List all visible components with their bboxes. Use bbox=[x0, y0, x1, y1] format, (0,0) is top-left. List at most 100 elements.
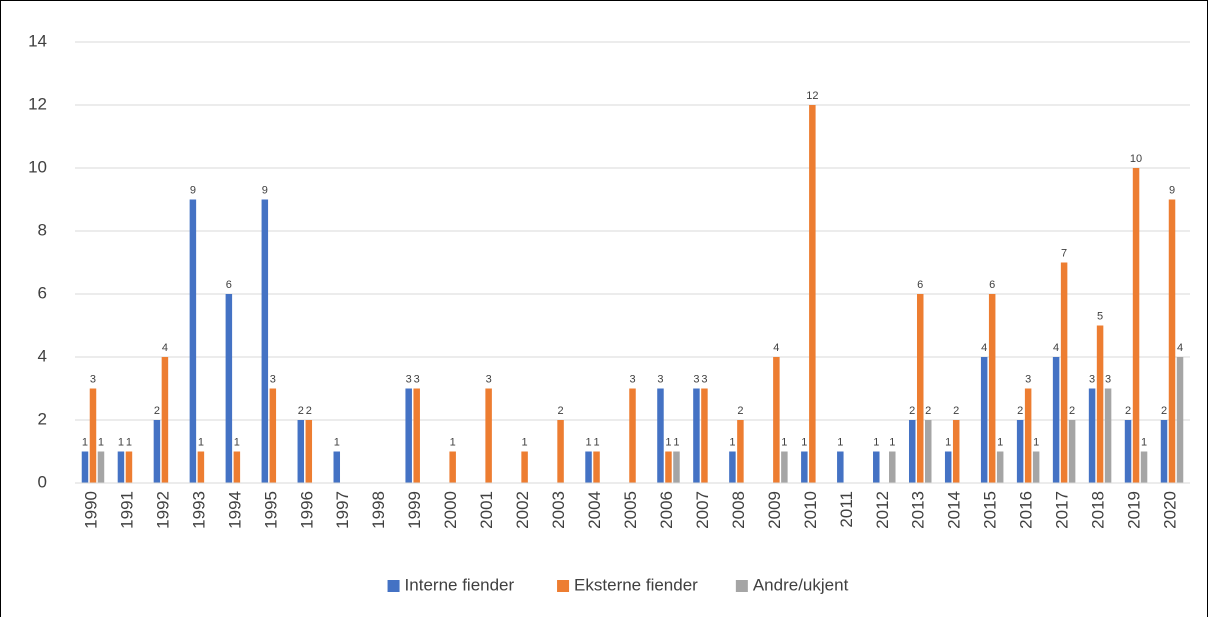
x-tick-label: 2009 bbox=[765, 491, 784, 529]
value-label: 3 bbox=[414, 374, 420, 386]
bar bbox=[585, 451, 592, 483]
bar bbox=[801, 451, 808, 483]
x-tick-label: 1999 bbox=[405, 491, 424, 529]
bar bbox=[89, 388, 97, 483]
value-label: 1 bbox=[673, 437, 679, 449]
value-label: 1 bbox=[118, 437, 124, 449]
x-tick-label: 2019 bbox=[1125, 491, 1144, 529]
value-label: 3 bbox=[406, 374, 412, 386]
bar bbox=[81, 451, 89, 483]
value-label: 2 bbox=[1125, 405, 1131, 417]
x-tick-label: 1996 bbox=[297, 491, 316, 529]
value-label: 2 bbox=[1161, 405, 1167, 417]
bar bbox=[97, 451, 105, 483]
bar bbox=[729, 451, 736, 483]
x-tick-label: 1998 bbox=[369, 491, 388, 529]
bar bbox=[233, 451, 241, 483]
bar bbox=[521, 451, 528, 483]
value-label: 5 bbox=[1097, 311, 1103, 323]
x-tick-label: 2007 bbox=[693, 491, 712, 529]
bar bbox=[1168, 199, 1176, 483]
x-tick-label: 2003 bbox=[549, 491, 568, 529]
bar bbox=[988, 294, 996, 483]
value-label: 1 bbox=[334, 437, 340, 449]
bar bbox=[333, 451, 341, 483]
bar bbox=[1032, 451, 1040, 483]
x-tick-label: 1997 bbox=[333, 491, 352, 529]
bar bbox=[1016, 420, 1024, 483]
value-label: 9 bbox=[190, 185, 196, 197]
bar bbox=[225, 294, 233, 483]
x-tick-label: 2011 bbox=[837, 491, 856, 528]
bar bbox=[673, 451, 680, 483]
value-label: 1 bbox=[198, 437, 204, 449]
bar bbox=[405, 388, 412, 483]
bar bbox=[593, 451, 600, 483]
value-label: 1 bbox=[889, 437, 895, 449]
value-label: 3 bbox=[701, 374, 707, 386]
x-tick-label: 2006 bbox=[657, 491, 676, 529]
y-tick-label: 4 bbox=[38, 346, 47, 365]
bar bbox=[944, 451, 952, 483]
x-tick-label: 1995 bbox=[261, 491, 280, 529]
x-tick-label: 2004 bbox=[585, 491, 604, 529]
bar bbox=[1160, 420, 1168, 483]
legend-swatch bbox=[387, 580, 400, 592]
value-label: 12 bbox=[806, 90, 818, 102]
value-label: 3 bbox=[1089, 374, 1095, 386]
y-tick-label: 10 bbox=[28, 157, 47, 176]
value-label: 2 bbox=[737, 405, 743, 417]
x-tick-label: 1992 bbox=[153, 491, 172, 529]
bar bbox=[413, 388, 420, 483]
value-label: 1 bbox=[665, 437, 671, 449]
value-label: 1 bbox=[1141, 437, 1147, 449]
bar bbox=[980, 357, 988, 483]
value-label: 3 bbox=[90, 374, 96, 386]
bar bbox=[557, 420, 564, 483]
bar bbox=[737, 420, 744, 483]
bar bbox=[305, 420, 313, 483]
bar bbox=[1176, 357, 1184, 483]
bar bbox=[916, 294, 924, 483]
bar bbox=[1124, 420, 1132, 483]
value-label: 1 bbox=[781, 437, 787, 449]
bar bbox=[924, 420, 932, 483]
bar bbox=[1060, 262, 1068, 483]
bar bbox=[873, 451, 880, 483]
bar bbox=[809, 105, 816, 483]
value-label: 1 bbox=[82, 437, 88, 449]
value-label: 4 bbox=[1177, 342, 1183, 354]
value-label: 3 bbox=[629, 374, 635, 386]
x-tick-label: 1991 bbox=[117, 491, 136, 529]
y-tick-label: 8 bbox=[38, 220, 47, 239]
value-label: 1 bbox=[234, 437, 240, 449]
value-label: 9 bbox=[1169, 185, 1175, 197]
y-tick-label: 12 bbox=[28, 94, 47, 113]
x-tick-label: 2002 bbox=[513, 491, 532, 529]
value-label: 3 bbox=[1025, 374, 1031, 386]
bar bbox=[117, 451, 125, 483]
value-label: 1 bbox=[98, 437, 104, 449]
value-label: 1 bbox=[997, 437, 1003, 449]
bar bbox=[1140, 451, 1148, 483]
value-label: 3 bbox=[1105, 374, 1111, 386]
bar bbox=[261, 199, 269, 483]
value-label: 1 bbox=[873, 437, 879, 449]
value-label: 1 bbox=[593, 437, 599, 449]
bar bbox=[1068, 420, 1076, 483]
value-label: 2 bbox=[298, 405, 304, 417]
value-label: 2 bbox=[953, 405, 959, 417]
bar bbox=[485, 388, 492, 483]
bar bbox=[837, 451, 844, 483]
bar bbox=[125, 451, 133, 483]
x-tick-label: 2020 bbox=[1161, 491, 1180, 529]
bar bbox=[996, 451, 1004, 483]
legend-swatch bbox=[735, 580, 748, 592]
bar bbox=[908, 420, 916, 483]
bar bbox=[197, 451, 205, 483]
value-label: 2 bbox=[306, 405, 312, 417]
bar bbox=[781, 451, 788, 483]
bar bbox=[1096, 325, 1104, 483]
y-tick-label: 14 bbox=[28, 31, 47, 50]
